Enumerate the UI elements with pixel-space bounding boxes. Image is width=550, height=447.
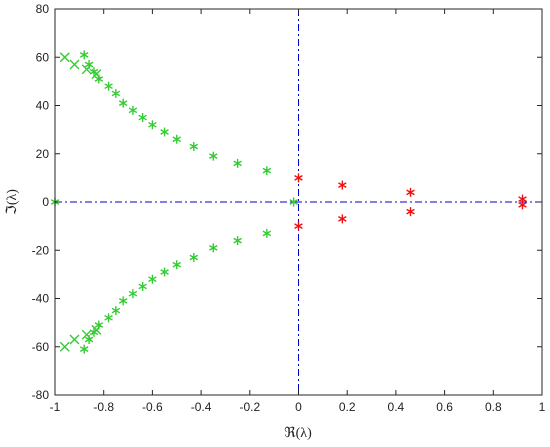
asterisk-marker bbox=[289, 197, 298, 207]
asterisk-marker bbox=[189, 142, 199, 152]
asterisk-marker bbox=[294, 221, 303, 231]
y-tick-label: -20 bbox=[32, 243, 50, 257]
asterisk-marker bbox=[111, 306, 121, 316]
x-tick-label: 0.8 bbox=[485, 400, 502, 414]
asterisk-marker bbox=[160, 267, 169, 277]
asterisk-marker bbox=[118, 98, 128, 108]
asterisk-marker bbox=[189, 252, 199, 262]
axis-ticks: -1 -0.8 -0.6 -0.4 -0.2 0 0.2 0.4 0.6 0.8 1 -80 -60 -4… bbox=[32, 2, 546, 414]
asterisk-marker bbox=[209, 151, 218, 161]
cross-marker bbox=[81, 329, 92, 340]
asterisk-marker bbox=[79, 50, 89, 60]
asterisk-marker bbox=[138, 113, 147, 123]
asterisk-marker bbox=[148, 274, 157, 284]
x-tick-label: -0.8 bbox=[93, 400, 114, 414]
asterisk-marker bbox=[233, 158, 242, 168]
asterisk-marker bbox=[172, 134, 182, 144]
y-tick-label: -40 bbox=[32, 292, 50, 306]
cross-marker bbox=[91, 69, 102, 80]
plot-frame bbox=[54, 8, 543, 396]
asterisk-marker bbox=[233, 236, 242, 246]
y-tick-label: 40 bbox=[36, 99, 50, 113]
y-tick-label: -80 bbox=[32, 388, 50, 402]
asterisk-marker bbox=[406, 187, 415, 197]
y-tick-label: 0 bbox=[42, 195, 49, 209]
x-tick-label: -0.6 bbox=[142, 400, 163, 414]
x-tick-label: 0 bbox=[295, 400, 302, 414]
asterisk-marker bbox=[338, 214, 347, 224]
asterisk-marker bbox=[104, 81, 113, 91]
cross-marker bbox=[59, 341, 70, 352]
x-tick-label: -0.2 bbox=[239, 400, 260, 414]
x-tick-label: 0.6 bbox=[436, 400, 453, 414]
y-tick-label: 20 bbox=[36, 147, 50, 161]
asterisk-marker bbox=[406, 207, 415, 217]
asterisk-marker bbox=[111, 88, 121, 98]
asterisk-marker bbox=[118, 296, 128, 306]
asterisk-marker bbox=[518, 200, 527, 210]
cross-marker bbox=[91, 324, 102, 335]
asterisk-marker bbox=[262, 166, 272, 176]
cross-marker bbox=[59, 52, 70, 63]
y-tick-label: -60 bbox=[32, 340, 50, 354]
cross-marker bbox=[69, 59, 80, 70]
x-tick-label: 0.4 bbox=[388, 400, 405, 414]
asterisk-marker bbox=[294, 173, 303, 183]
asterisk-marker bbox=[79, 344, 89, 354]
x-tick-label: 1 bbox=[539, 400, 546, 414]
asterisk-marker bbox=[104, 313, 113, 323]
cross-marker bbox=[81, 64, 92, 75]
y-tick-label: 80 bbox=[36, 2, 50, 16]
asterisk-marker bbox=[160, 127, 169, 137]
x-tick-label: -1 bbox=[50, 400, 61, 414]
y-tick-label: 60 bbox=[36, 50, 50, 64]
asterisk-marker bbox=[128, 105, 138, 115]
y-axis-title: ℑ(λ) bbox=[5, 189, 20, 215]
x-axis-title: ℜ(λ) bbox=[284, 426, 312, 441]
data-points bbox=[50, 50, 527, 354]
cross-marker bbox=[69, 334, 80, 345]
asterisk-marker bbox=[128, 289, 138, 299]
asterisk-marker bbox=[148, 120, 157, 130]
asterisk-marker bbox=[338, 180, 347, 190]
asterisk-marker bbox=[262, 228, 272, 238]
x-tick-label: 0.2 bbox=[339, 400, 356, 414]
reference-lines bbox=[55, 9, 542, 395]
asterisk-marker bbox=[138, 281, 147, 291]
asterisk-marker bbox=[172, 260, 182, 270]
asterisk-marker bbox=[209, 243, 218, 253]
x-tick-label: -0.4 bbox=[191, 400, 212, 414]
